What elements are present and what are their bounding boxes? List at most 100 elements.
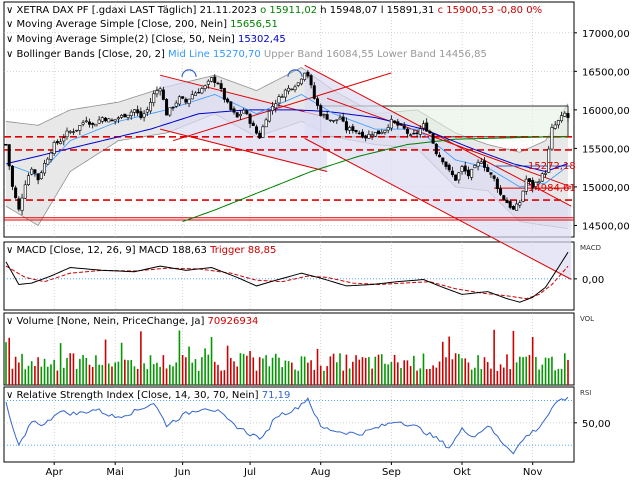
candle-body xyxy=(537,181,541,184)
candle-body xyxy=(425,122,429,132)
sma200-line xyxy=(182,135,569,223)
collapse-marker[interactable]: ∨ xyxy=(6,245,17,256)
candle-body xyxy=(364,135,368,139)
candle-body xyxy=(91,122,95,125)
candle-body xyxy=(158,88,162,92)
candle-body xyxy=(312,85,316,99)
price-label-b: 14984,61 xyxy=(528,183,576,194)
candle-body xyxy=(171,106,175,109)
candle-body xyxy=(341,116,345,122)
header-value: Relative Strength Index [Close, 14, 30, … xyxy=(17,390,259,401)
candle-body xyxy=(527,178,531,182)
candle-body xyxy=(290,88,294,91)
candle-body xyxy=(460,166,464,172)
collapse-marker[interactable]: ∨ xyxy=(6,34,17,45)
candle-body xyxy=(81,122,85,125)
candle-body xyxy=(20,197,24,211)
candle-body xyxy=(33,169,37,174)
month-label-jun: Jun xyxy=(174,467,191,478)
candle-body xyxy=(226,98,230,103)
candle-body xyxy=(518,202,522,206)
candle-body xyxy=(380,132,384,135)
candle-body xyxy=(556,120,560,126)
month-label-apr: Apr xyxy=(46,467,64,478)
candle-body xyxy=(434,143,438,155)
candle-body xyxy=(132,109,136,113)
candle-body xyxy=(283,89,287,98)
collapse-marker[interactable]: ∨ xyxy=(6,49,17,60)
macd-side-label: MACD xyxy=(580,244,601,252)
candle-body xyxy=(344,121,348,131)
candle-body xyxy=(553,124,557,129)
candle-body xyxy=(75,129,79,132)
candle-body xyxy=(197,91,201,94)
candle-body xyxy=(235,112,239,118)
candle-body xyxy=(492,175,496,179)
candle-body xyxy=(100,117,104,122)
volume-panel-title: ∨ Volume [None, Nein, PriceChange, Ja] 7… xyxy=(6,316,258,327)
candle-body xyxy=(4,144,8,146)
month-label-nov: Nov xyxy=(523,467,543,478)
candle-body xyxy=(97,119,101,124)
header-row-3: ∨ Moving Average Simple(2) [Close, 50, N… xyxy=(6,34,286,45)
candle-body xyxy=(155,90,159,95)
candle-body xyxy=(229,101,233,110)
candle-body xyxy=(521,190,525,202)
candle-body xyxy=(17,198,21,210)
candle-body xyxy=(94,123,98,127)
candle-body xyxy=(296,82,300,86)
candle-body xyxy=(216,82,220,85)
collapse-marker[interactable]: ∨ xyxy=(6,390,17,401)
candle-body xyxy=(152,93,156,104)
collapse-marker[interactable]: ∨ xyxy=(6,5,17,16)
candle-body xyxy=(71,131,75,133)
candle-body xyxy=(14,187,18,199)
candle-body xyxy=(454,174,458,181)
candle-body xyxy=(373,131,377,137)
header-value: l 15891,31 xyxy=(378,5,435,16)
candle-body xyxy=(232,108,236,113)
candle-body xyxy=(107,118,111,123)
candle-body xyxy=(129,111,133,116)
candle-body xyxy=(39,172,43,180)
candle-body xyxy=(335,119,339,121)
candle-body xyxy=(46,158,50,165)
candle-body xyxy=(409,134,413,136)
candle-body xyxy=(264,119,268,128)
candle-body xyxy=(293,86,297,91)
candle-body xyxy=(486,167,490,172)
candle-body xyxy=(396,121,400,126)
collapse-marker[interactable]: ∨ xyxy=(6,19,17,30)
price-tick-label: 14500,00 xyxy=(582,221,630,232)
candle-body xyxy=(248,114,252,124)
candle-body xyxy=(287,87,291,92)
macd-panel-title: ∨ MACD [Close, 12, 26, 9] MACD 188,63 Tr… xyxy=(6,245,276,256)
candle-body xyxy=(280,96,284,98)
candle-body xyxy=(428,131,432,134)
candle-body xyxy=(36,173,40,181)
candle-body xyxy=(357,132,361,135)
candle-body xyxy=(299,78,303,85)
header-value: Bollinger Bands [Close, 20, 2] xyxy=(17,49,165,60)
candle-body xyxy=(190,94,194,100)
candle-body xyxy=(322,114,326,116)
candle-body xyxy=(457,172,461,181)
candle-body xyxy=(87,121,91,125)
header-row-1: ∨ XETRA DAX PF [.gdaxi LAST Täglich] 21.… xyxy=(6,5,542,16)
rsi-tick-label: 50,00 xyxy=(582,419,611,430)
candle-body xyxy=(441,157,445,163)
candle-body xyxy=(142,113,146,118)
candle-body xyxy=(200,88,204,94)
candle-body xyxy=(479,161,483,164)
collapse-marker[interactable]: ∨ xyxy=(6,316,17,327)
candle-body xyxy=(338,117,342,120)
candle-body xyxy=(534,181,538,187)
price-tick-label: 17000,00 xyxy=(582,29,630,40)
candle-body xyxy=(210,77,214,82)
candle-body xyxy=(319,105,323,116)
candle-body xyxy=(370,134,374,137)
candle-body xyxy=(515,203,519,211)
candle-body xyxy=(328,119,332,122)
candle-body xyxy=(431,133,435,144)
